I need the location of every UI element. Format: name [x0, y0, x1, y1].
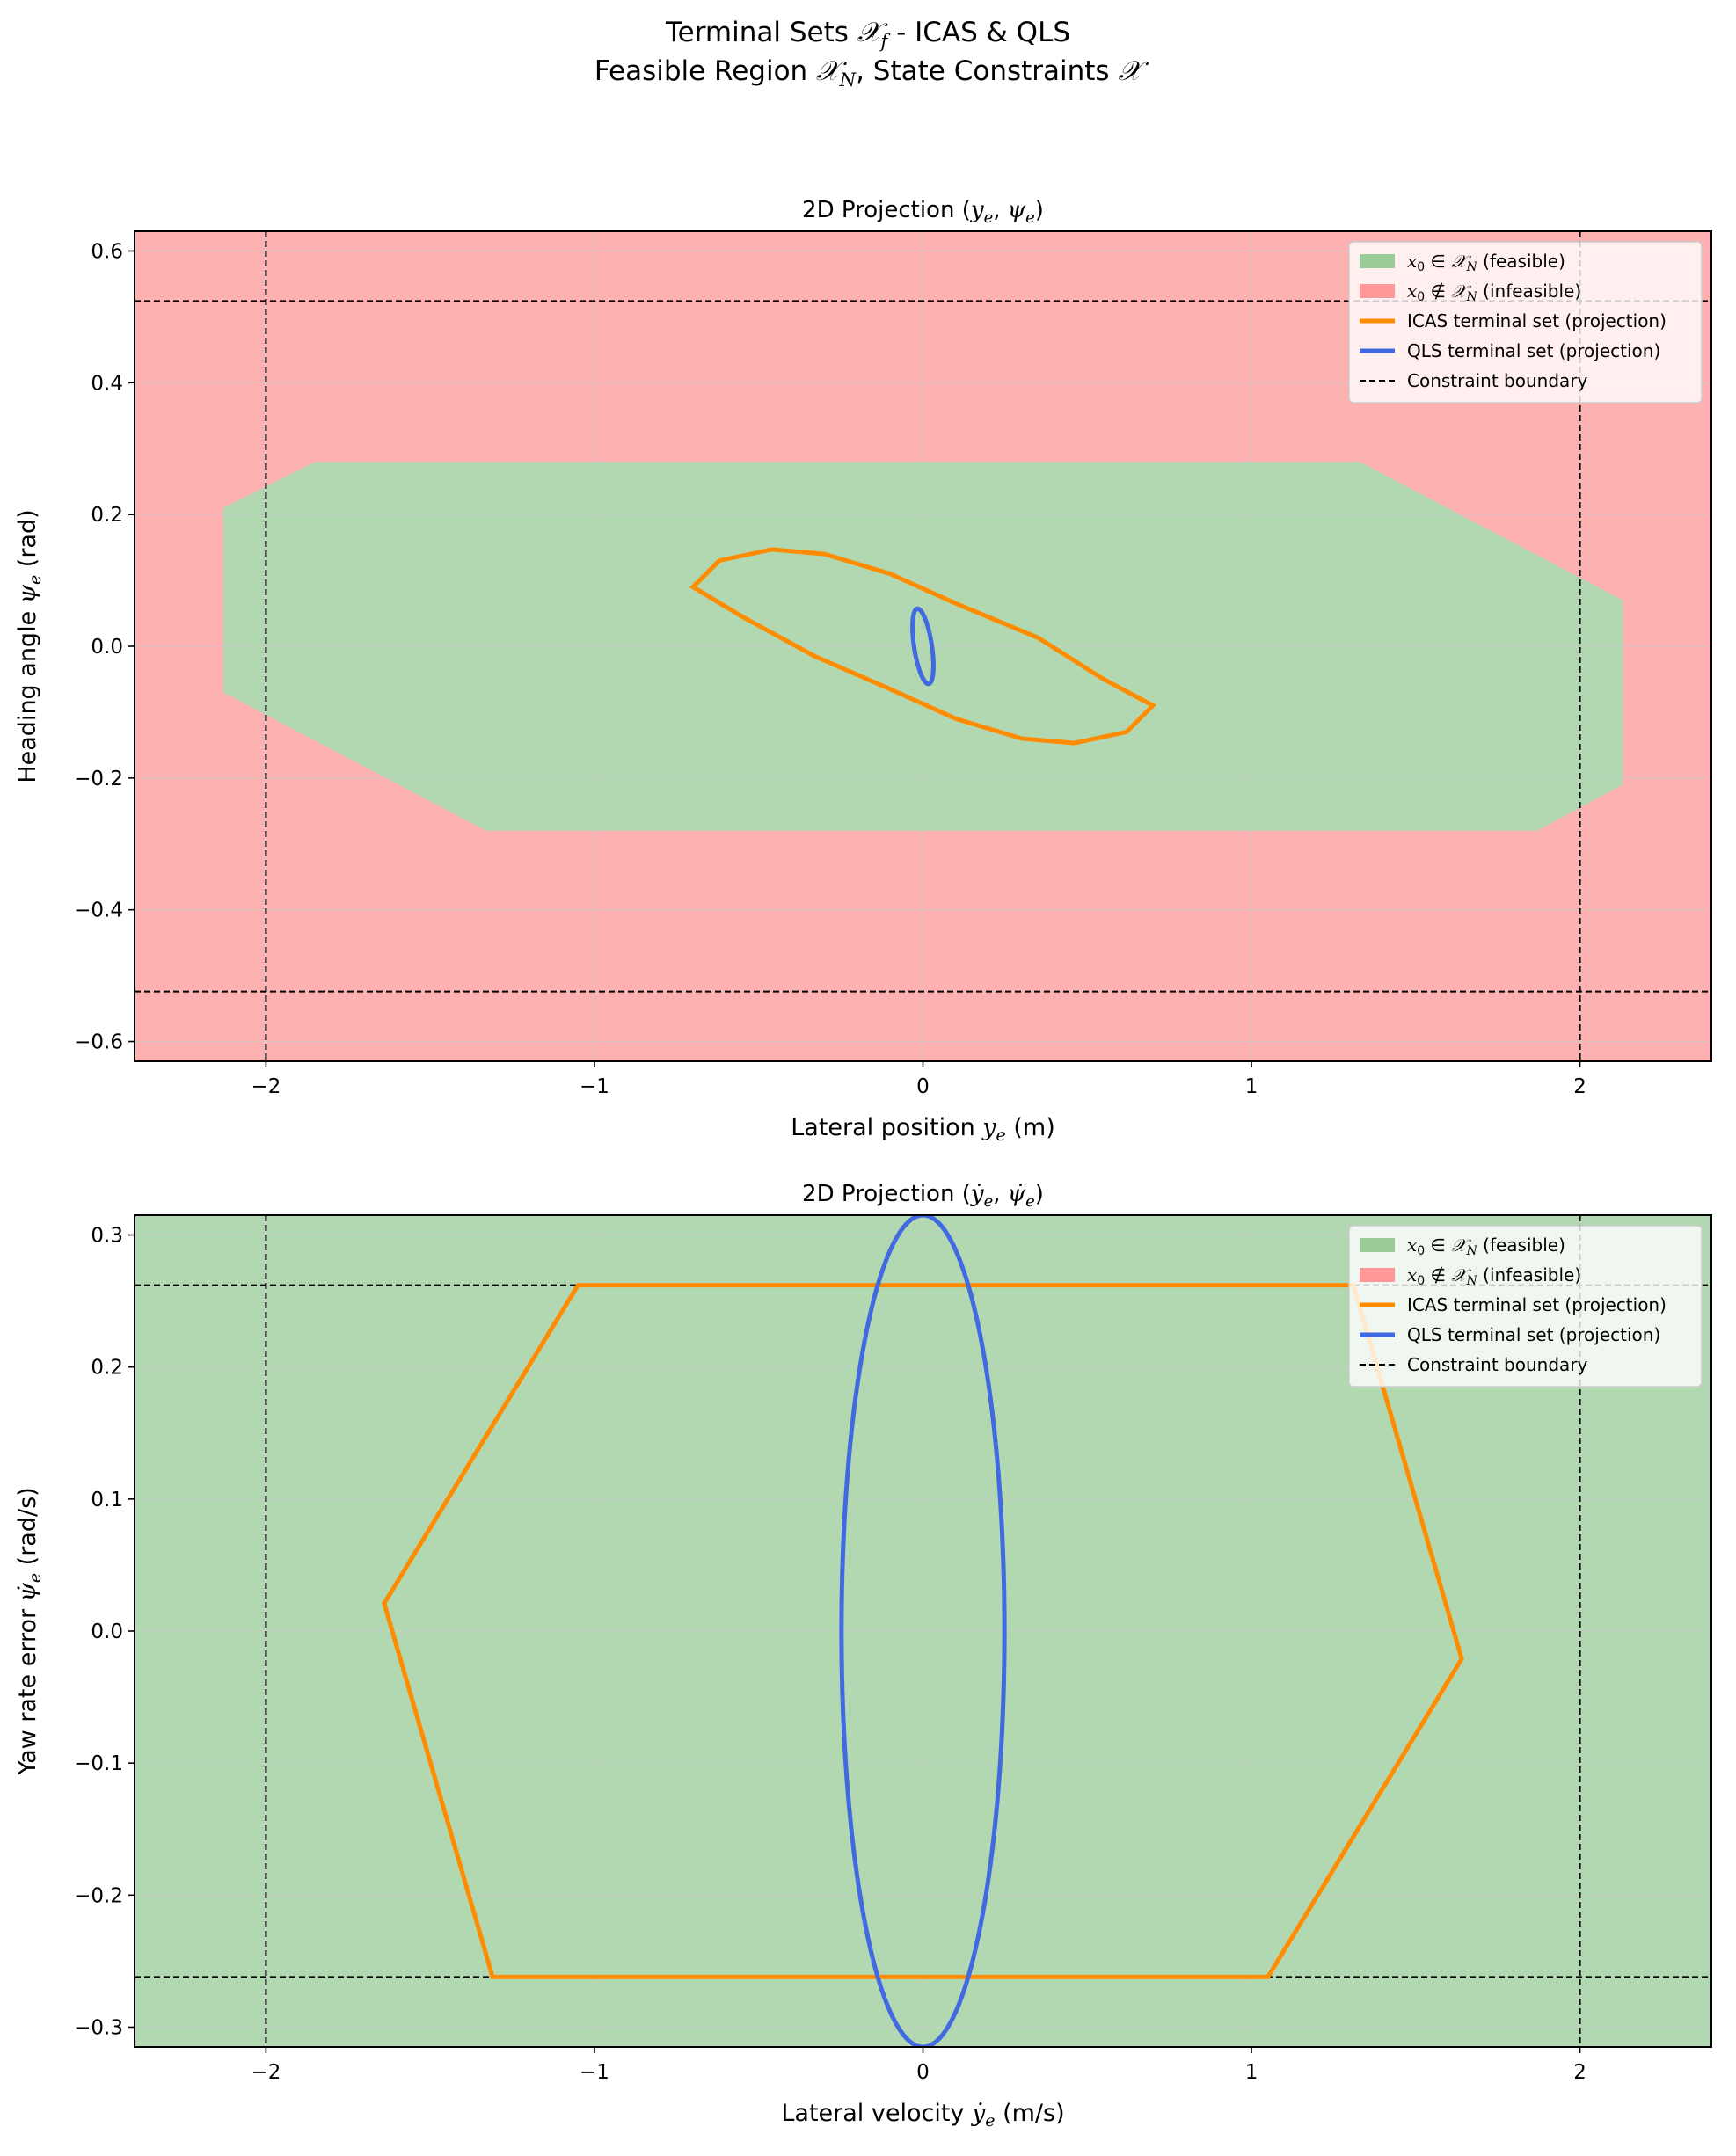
y-tick-label: 0.0: [91, 636, 123, 659]
legend: x0 ∈ 𝒳N (feasible) x0 ∉ 𝒳N (infeasible) IC…: [1348, 1225, 1703, 1388]
legend-swatch-infeasible: [1360, 284, 1395, 298]
legend-swatch-feasible: [1360, 1238, 1395, 1252]
panel-title: 2D Projection (ye, ψe): [802, 197, 1044, 227]
legend-label-infeasible: x0 ∉ 𝒳N (infeasible): [1407, 280, 1581, 304]
x-tick-label: 1: [1245, 1075, 1258, 1098]
y-tick-label: −0.3: [74, 2016, 123, 2039]
subplot-ye-psie: −2 −1 0 1 2 −0.6 −0.4 −0.2 0.0 0.2 0.4 0.6 2D Projec…: [14, 197, 1712, 1145]
x-tick-label: 2: [1573, 1075, 1586, 1098]
y-tick-label: 0.4: [91, 372, 123, 395]
legend-swatch-feasible: [1360, 254, 1395, 268]
figure-title-line1: Terminal Sets 𝒳f - ICAS & QLS: [665, 17, 1070, 52]
figure-title-line2: Feasible Region 𝒳N, State Constraints 𝒳: [594, 55, 1149, 91]
legend-box: [1348, 241, 1703, 404]
qls-terminal-set: [910, 606, 936, 687]
legend-label-qls: QLS terminal set (projection): [1407, 340, 1660, 361]
legend-label-feasible: x0 ∈ 𝒳N (feasible): [1407, 251, 1565, 274]
y-tick-label: 0.2: [91, 1357, 123, 1380]
legend-swatch-infeasible: [1360, 1268, 1395, 1282]
y-tick-label: 0.1: [91, 1489, 123, 1511]
y-axis-label: Heading angle ψe (rad): [14, 509, 45, 783]
legend: x0 ∈ 𝒳N (feasible) x0 ∉ 𝒳N (infeasible) IC…: [1348, 241, 1703, 404]
y-tick-label: 0.2: [91, 504, 123, 527]
y-tick-label: 0.6: [91, 240, 123, 263]
icas-terminal-set: [689, 547, 1157, 746]
qls-terminal-set: [839, 1215, 1007, 2047]
x-tick-label: 1: [1245, 2061, 1258, 2084]
x-tick-label: 0: [916, 2061, 930, 2084]
x-tick-label: −1: [580, 2061, 609, 2084]
legend-label-icas: ICAS terminal set (projection): [1407, 310, 1667, 331]
panel-title: 2D Projection (ẏe, ψ̇e): [802, 1181, 1044, 1211]
legend-label-infeasible: x0 ∉ 𝒳N (infeasible): [1407, 1264, 1581, 1288]
y-tick-label: 0.0: [91, 1621, 123, 1643]
legend-label-icas: ICAS terminal set (projection): [1407, 1294, 1667, 1315]
y-axis-label: Yaw rate error ψ̇e (rad/s): [14, 1487, 45, 1775]
legend-label-constraint: Constraint boundary: [1407, 1354, 1588, 1375]
legend-label-feasible: x0 ∈ 𝒳N (feasible): [1407, 1235, 1565, 1258]
x-axis-label: Lateral position ye (m): [791, 1114, 1055, 1145]
legend-box: [1348, 1225, 1703, 1388]
x-tick-label: −2: [251, 1075, 281, 1098]
y-tick-label: −0.4: [74, 900, 123, 922]
x-tick-label: −2: [251, 2061, 281, 2084]
legend-label-qls: QLS terminal set (projection): [1407, 1324, 1660, 1345]
y-tick-label: −0.1: [74, 1752, 123, 1775]
y-tick-label: −0.2: [74, 768, 123, 790]
x-tick-label: −1: [580, 1075, 609, 1098]
legend-label-constraint: Constraint boundary: [1407, 370, 1588, 391]
x-tick-label: 0: [916, 1075, 930, 1098]
y-tick-label: 0.3: [91, 1225, 123, 1248]
y-tick-label: −0.2: [74, 1884, 123, 1907]
x-axis-label: Lateral velocity ẏe (m/s): [781, 2100, 1064, 2131]
subplot-yedot-psiedot: −2 −1 0 1 2 −0.3 −0.2 −0.1 0.0 0.1 0.2 0.3 2D Projec…: [14, 1181, 1712, 2131]
x-tick-label: 2: [1573, 2061, 1586, 2084]
y-tick-label: −0.6: [74, 1031, 123, 1054]
